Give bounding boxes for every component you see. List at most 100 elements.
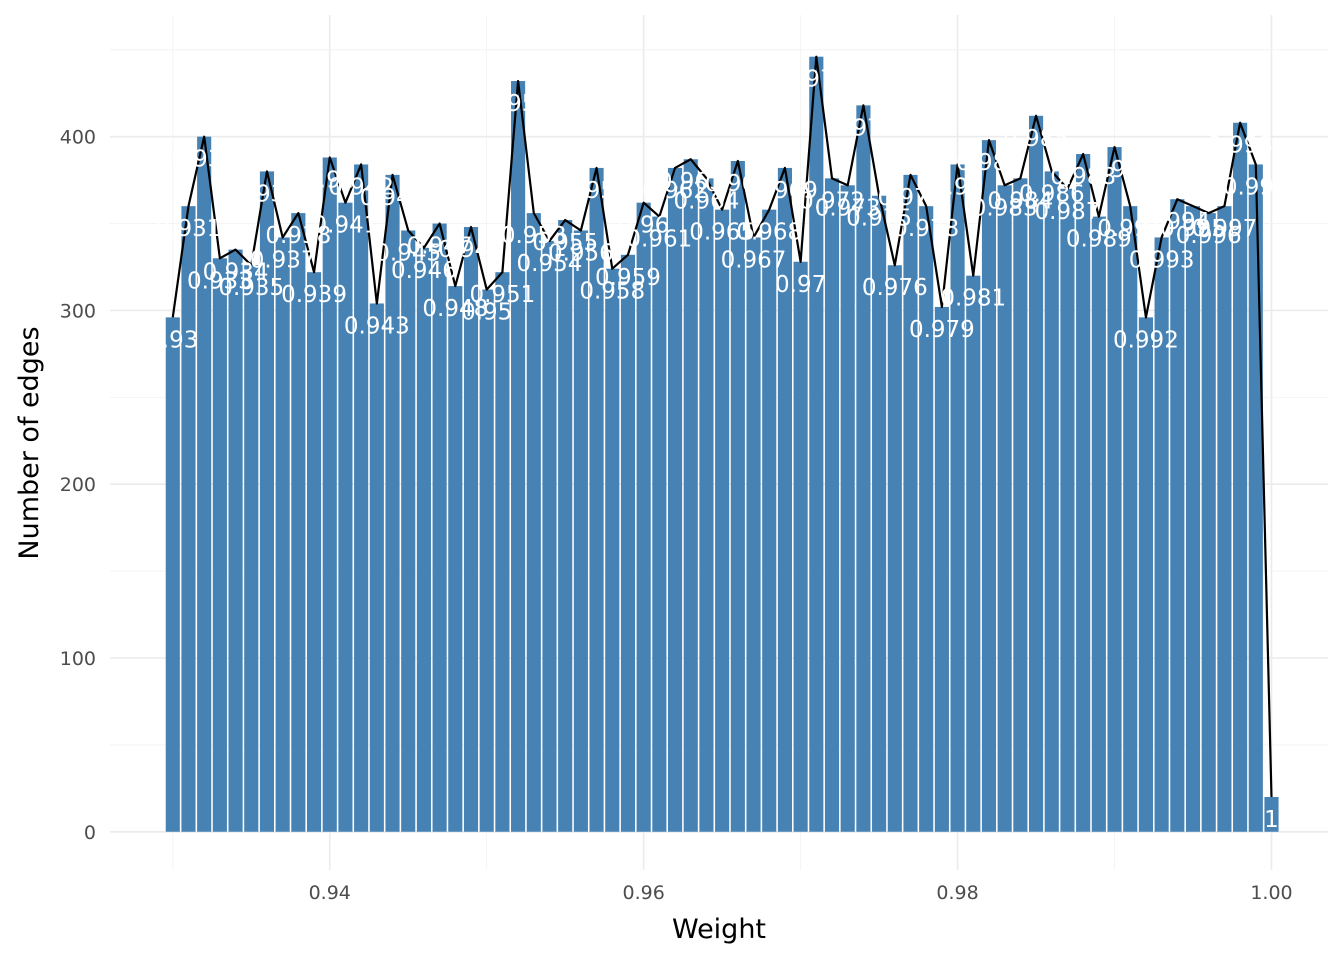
bar-data-label: 0.969: [752, 178, 818, 204]
bar: [542, 240, 557, 832]
bar: [762, 209, 777, 832]
bar-data-label: 0.999: [1223, 174, 1289, 200]
bar-data-label: 0.94: [304, 168, 355, 194]
bar: [558, 220, 573, 832]
bar: [526, 213, 541, 832]
bar-data-label: 0.99: [1089, 157, 1140, 183]
y-tick-label: 300: [60, 300, 96, 322]
bar: [1028, 115, 1044, 832]
bar: [620, 254, 636, 832]
bar-data-label: 0.997: [1191, 216, 1257, 242]
overlay-line-group: [171, 55, 1273, 798]
bar-data-label: 0.956: [548, 240, 614, 266]
bar: [306, 272, 322, 832]
bar-data-label: 0.978: [893, 216, 959, 242]
bar-data-label: 0.959: [595, 265, 661, 291]
bar-data-label: 0.96: [618, 213, 669, 239]
bar: [1248, 164, 1263, 832]
bar-data-label: 0.941: [313, 213, 379, 239]
bar-data-label: 0.991: [1097, 216, 1163, 242]
bar-data-label: 0.966: [705, 171, 771, 197]
bar-data-label: 0.979: [909, 317, 975, 343]
bar-data-label: 0.996: [1176, 223, 1242, 249]
overlay-line: [171, 55, 1273, 798]
bar: [197, 136, 212, 832]
bar: [1013, 178, 1028, 832]
bar: [573, 230, 588, 832]
y-tick-label: 200: [60, 474, 96, 496]
bar: [1060, 188, 1075, 832]
bar-data-label: 0.986: [1019, 181, 1085, 207]
bar-data-label: 0.957: [564, 178, 630, 204]
bar-data-label: 0.977: [878, 185, 944, 211]
bar-data-label: 0.934: [203, 260, 269, 286]
bar-data-label: 0.994: [1144, 209, 1210, 235]
bar: [212, 258, 227, 832]
bar: [793, 261, 808, 832]
bar: [699, 178, 714, 832]
bar: [1201, 213, 1216, 832]
y-axis-title: Number of edges: [14, 326, 45, 559]
bar: [730, 160, 745, 832]
bar: [354, 164, 369, 832]
bar-data-label: 0.967: [721, 247, 787, 273]
bar: [244, 265, 259, 832]
y-axis-ticks: 0 100 200 300 400: [60, 127, 96, 844]
bar: [824, 178, 840, 832]
bar: [589, 167, 604, 832]
bar-data-label: 0.972: [799, 188, 865, 214]
bar-data-label: 0.988: [1050, 164, 1116, 190]
bar-data-label: 0.945: [375, 240, 441, 266]
bar: [966, 275, 981, 832]
bar-data-label: 0.963: [658, 169, 724, 195]
bar-data-label: 0.989: [1066, 227, 1132, 253]
bar: [903, 174, 918, 832]
bar-data-label: 0.953: [501, 223, 567, 249]
bar-data-label: 0.975: [846, 206, 912, 232]
x-tick-label: 0.94: [309, 882, 351, 904]
bar: [401, 230, 416, 832]
bar-data-label: 1: [1264, 807, 1279, 833]
bar-data-label: 0.944: [360, 185, 426, 211]
bar: [275, 237, 290, 832]
bar: [448, 286, 463, 832]
bar-data-label: 0.97: [775, 272, 826, 298]
bar-data-label: 0.984: [987, 188, 1053, 214]
bar: [416, 247, 431, 832]
bar-data-label: 0.983: [972, 195, 1038, 221]
x-tick-label: 0.96: [623, 882, 665, 904]
bar: [981, 140, 997, 832]
bar-data-label: 0.992: [1113, 327, 1179, 353]
bar: [997, 185, 1012, 832]
bar-data-label: 0.965: [689, 220, 755, 246]
bar-data-label: 0.964: [674, 188, 740, 214]
bar: [463, 227, 479, 832]
x-tick-label: 1.00: [1250, 882, 1292, 904]
bar: [1123, 206, 1138, 832]
bar-data-label: 0.973: [815, 195, 881, 221]
bar-data-label: 0.954: [517, 251, 583, 277]
bar: [934, 306, 949, 832]
bar: [511, 81, 526, 832]
bar: [872, 195, 887, 832]
bar: [495, 272, 510, 832]
bar-data-label: 0.951: [469, 282, 535, 308]
bar: [1264, 797, 1279, 832]
bar-data-label: 0.985: [1003, 126, 1069, 152]
bar-data-label: 0.936: [234, 181, 300, 207]
bar: [369, 303, 384, 832]
bar-data-label: 0.974: [830, 115, 896, 141]
bar: [667, 167, 683, 832]
bar: [652, 216, 667, 832]
bar: [605, 268, 620, 832]
bar: [683, 159, 698, 832]
bar-data-label: 0.962: [642, 178, 708, 204]
bar: [259, 171, 275, 832]
bar: [385, 174, 400, 832]
bar-data-label: 0.998: [1207, 133, 1273, 159]
bar-data-label: 0.968: [736, 220, 802, 246]
bar: [1044, 171, 1059, 832]
bar-data-label: 0.933: [187, 268, 253, 294]
bar: [1217, 206, 1232, 832]
